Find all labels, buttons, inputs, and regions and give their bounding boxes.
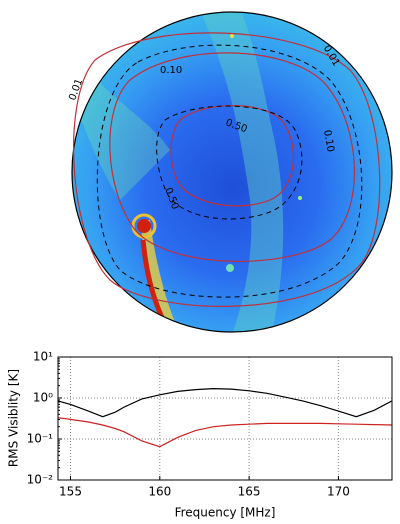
sky-map <box>72 12 392 332</box>
y-tick-label: 10¹ <box>33 350 53 364</box>
y-axis-label: RMS Visiblity [K] <box>7 369 21 467</box>
line-plot: 10⁻² 10⁻¹ 10⁰ 10¹ 155 160 165 170 <box>27 350 393 499</box>
y-tick-label: 10⁻² <box>27 473 54 487</box>
series-line <box>57 417 393 448</box>
contour-label: 0.01 <box>67 77 85 102</box>
map-border <box>71 11 393 333</box>
x-tick-label: 170 <box>327 485 350 499</box>
contours <box>73 32 381 307</box>
y-tick-label: 10⁰ <box>33 391 53 405</box>
x-tick-label: 160 <box>148 485 171 499</box>
x-tick-label: 165 <box>238 485 261 499</box>
contour-label: 0.10 <box>160 65 182 76</box>
x-axis-label: Frequency [MHz] <box>175 506 276 520</box>
x-tick-label: 155 <box>59 485 82 499</box>
y-tick-label: 10⁻¹ <box>27 432 54 446</box>
contour-label: 0.10 <box>321 129 336 153</box>
series-line <box>57 387 393 418</box>
plot-frame <box>57 356 393 481</box>
